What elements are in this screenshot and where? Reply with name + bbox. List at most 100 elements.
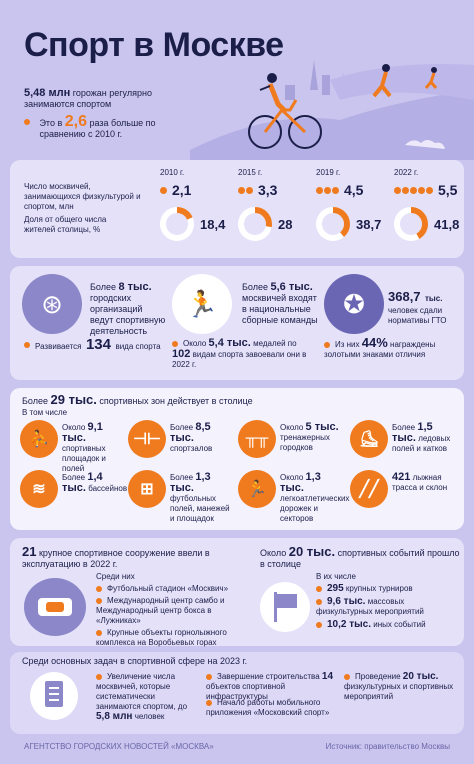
sports-pre: Развивается [35,342,82,351]
events-pre: Около [260,548,287,558]
zone-item: ≋ Более 1,4 тыс. бассейнов [20,470,128,518]
bullet-icon [316,585,322,592]
stats-year-column: 2022 г. 5,5 41,8 [394,168,468,241]
gold-value: 44% [361,335,388,350]
facility-text: Футбольный стадион «Москвич» [107,584,229,593]
org-value: 8 тыс. [118,281,152,293]
team-pre: Более [242,282,268,292]
row1-label: Число москвичей, занимающихся физкультур… [24,182,141,211]
dumbbell-icon: ⊣⊢ [128,420,166,458]
regular-text: горожан регулярно занимаются спортом [24,88,152,109]
zone-item: ╱╱ 421 лыжная трасса и склон [350,470,458,518]
dot-icon [316,187,323,194]
zone-value: 1,3 тыс. [170,471,211,494]
dots-row [394,181,434,199]
facilities-value: 21 [22,544,37,559]
year-label: 2022 г. [394,168,419,177]
zone-text: футбольных полей, манежей и площадок [170,494,230,523]
zone-item: ⊣⊢ Более 8,5 тыс. спортзалов [128,420,236,468]
zone-pre: Около [280,473,304,482]
medals-stat: Около 5,4 тыс. медалей по 102 видам спор… [172,338,312,370]
org-text: городских организаций ведут спортивную д… [90,293,166,336]
bullet-icon [172,340,178,347]
zone-pre: Более [62,473,86,482]
zone-item: ⊞ Более 1,3 тыс. футбольных полей, манеже… [128,470,236,523]
athlete-icon: 🏃 [172,274,232,334]
clipboard-icon [30,672,78,720]
event-item: 9,6 тыс. массовых физкультурных мероприя… [316,597,462,617]
facilities-heading: 21 крупное спортивное сооружение ввели в… [22,544,242,570]
event-text: крупных турниров [345,584,413,593]
org-pre: Более [90,282,116,292]
task4-text: физкультурных и спортивных мероприятий [344,682,454,701]
regular-value: 5,48 млн [24,87,71,99]
dot-icon [418,187,425,194]
share-donut [394,207,428,241]
share-donut-fill [160,207,194,241]
events-sub: В их числе [316,572,357,581]
event-item: 10,2 тыс. иных событий [316,620,462,630]
medals-value: 5,4 тыс. [208,337,251,349]
year-label: 2015 г. [238,168,263,177]
dots-row [160,181,168,199]
footer-source: Источник: правительство Москвы [325,742,450,751]
events-heading: Около 20 тыс. спортивных событий прошло … [260,545,460,570]
events-text: спортивных событий прошло в столице [260,548,460,569]
team-stat: Более 5,6 тыс. москвичей входят в национ… [242,282,322,326]
share-donut [238,207,272,241]
gold-stat: Из них 44% награждены золотыми знаками о… [324,335,460,360]
share-donut-fill [316,207,350,241]
zone-text: лыжная трасса и склон [392,473,448,492]
year-count: 5,5 [438,182,458,198]
zone-pre: Около [62,423,86,432]
bullet-icon [24,341,30,348]
zones-sub: В том числе [22,408,68,417]
bars-icon: ╥╥ [238,420,276,458]
task3-text: Начало работы мобильного приложения «Мос… [206,698,330,717]
dot-icon [160,187,167,194]
zones-heading: Более 29 тыс. спортивных зон действует в… [22,393,322,407]
growth-prefix: Это в [39,118,63,128]
tasks-panel: Среди основных задач в спортивной сфере … [10,652,464,734]
event-value: 10,2 тыс. [327,619,372,630]
basketball-hoop-icon: ⛹ [20,420,58,458]
events-list: 295 крупных турниров 9,6 тыс. массовых фи… [316,584,462,633]
bullet-icon [24,119,30,125]
team-value: 5,6 тыс. [270,281,313,293]
year-label: 2010 г. [160,168,185,177]
zone-text: легкоатлетических дорожек и секторов [280,494,350,523]
medals-text: видам спорта завоевали они в 2022 г. [172,350,307,369]
orgs-panel: ⊛ Более 8 тыс. городских организаций вед… [10,266,464,380]
skate-icon: ⛸ [350,420,388,458]
football-field-icon: ⊞ [128,470,166,508]
task-4: Проведение 20 тыс. физкультурных и спорт… [344,672,460,702]
header-illustration [190,60,474,160]
row2-label: Доля от общего числа жителей столицы, % [24,215,107,234]
runner-icon: 🏃 [238,470,276,508]
zone-value: 9,1 тыс. [62,421,103,444]
zone-item: ⛹ Около 9,1 тыс. спортивных площадок и по… [20,420,128,473]
gold-text: награждены золотыми знаками отличия [324,340,436,359]
task2-pre: Завершение строительства [217,672,320,681]
facilities-text: крупное спортивное сооружение ввели в эк… [22,548,210,569]
facility-item: Крупные объекты горнолыжного комплекса н… [96,628,242,648]
zone-pre: Более [392,423,416,432]
pool-icon: ≋ [20,470,58,508]
ski-icon: ╱╱ [350,470,388,508]
dots-row [238,181,254,199]
zones-heading-text: спортивных зон действует в столице [99,396,253,406]
zone-text: тренажерных городков [280,433,330,452]
stats-year-column: 2015 г. 3,3 28 [238,168,312,241]
task-1: Увеличение числа москвичей, которые сист… [96,672,196,722]
zone-item: ⛸ Более 1,5 тыс. ледовых полей и катков [350,420,458,468]
event-value: 9,6 тыс. [327,596,366,607]
gto-unit: тыс. [425,294,443,303]
bullet-icon [96,629,102,636]
dot-icon [394,187,401,194]
facilities-sub: Среди них [96,572,135,581]
sports-value: 134 [85,336,111,353]
task1-suffix: человек [134,712,165,721]
year-count: 2,1 [172,182,192,198]
year-label: 2019 г. [316,168,341,177]
stats-panel: Число москвичей, занимающихся физкультур… [10,160,464,258]
